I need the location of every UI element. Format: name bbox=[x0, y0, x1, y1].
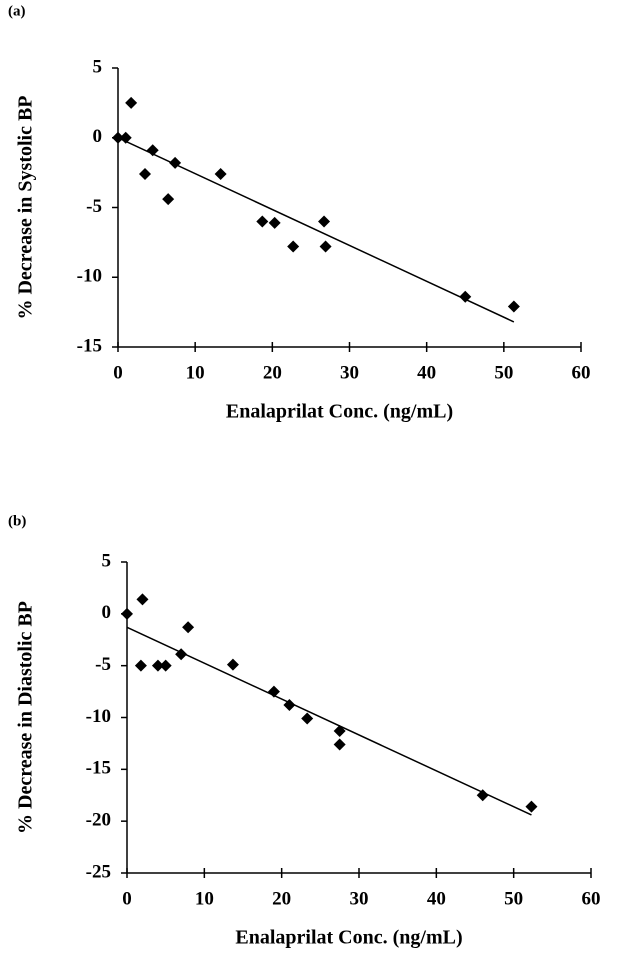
y-tick-label: -5 bbox=[95, 654, 111, 675]
x-tick-label: 50 bbox=[504, 888, 523, 909]
y-tick-label: 0 bbox=[102, 602, 112, 623]
marker bbox=[134, 659, 147, 672]
marker bbox=[151, 659, 164, 672]
x-axis-title: Enalaprilat Conc. (ng/mL) bbox=[226, 401, 453, 423]
marker bbox=[214, 168, 227, 181]
trend-line bbox=[117, 137, 515, 323]
y-tick-label: 0 bbox=[93, 126, 103, 147]
x-tick-label: 20 bbox=[272, 888, 291, 909]
y-tick-label: -5 bbox=[86, 196, 102, 217]
x-tick-label: 10 bbox=[195, 888, 214, 909]
y-tick-label: 5 bbox=[93, 56, 103, 77]
panel-label: (b) bbox=[8, 513, 26, 529]
panel-label: (a) bbox=[8, 3, 26, 19]
x-tick-label: 60 bbox=[582, 888, 601, 909]
x-axis-title: Enalaprilat Conc. (ng/mL) bbox=[235, 927, 462, 949]
marker bbox=[459, 290, 472, 303]
x-tick-label: 30 bbox=[350, 888, 369, 909]
marker bbox=[268, 216, 281, 229]
x-tick-label: 20 bbox=[263, 362, 282, 383]
y-tick-label: -15 bbox=[77, 335, 102, 356]
x-tick-label: 0 bbox=[113, 362, 123, 383]
x-tick-label: 50 bbox=[494, 362, 513, 383]
x-tick-label: 40 bbox=[427, 888, 446, 909]
marker bbox=[125, 96, 138, 109]
marker bbox=[139, 168, 152, 181]
marker bbox=[301, 712, 314, 725]
marker bbox=[136, 593, 149, 606]
marker bbox=[525, 800, 538, 813]
y-tick-label: -15 bbox=[86, 758, 111, 779]
x-tick-label: 40 bbox=[417, 362, 436, 383]
marker bbox=[287, 240, 300, 253]
y-tick-label: 5 bbox=[102, 550, 112, 571]
y-tick-label: -10 bbox=[77, 266, 102, 287]
y-tick-label: -20 bbox=[86, 810, 111, 831]
marker bbox=[159, 659, 172, 672]
marker bbox=[507, 300, 520, 313]
x-tick-label: 0 bbox=[122, 888, 132, 909]
x-tick-label: 10 bbox=[186, 362, 205, 383]
marker bbox=[226, 658, 239, 671]
x-tick-label: 30 bbox=[340, 362, 359, 383]
marker bbox=[319, 240, 332, 253]
marker bbox=[333, 738, 346, 751]
marker bbox=[318, 215, 331, 228]
y-axis-title: % Decrease in Diastolic BP bbox=[15, 601, 37, 834]
marker bbox=[162, 193, 175, 206]
x-tick-label: 60 bbox=[572, 362, 591, 383]
y-axis-title: % Decrease in Systolic BP bbox=[15, 95, 37, 319]
marker bbox=[182, 621, 195, 634]
marker bbox=[476, 789, 489, 802]
trend-line bbox=[126, 626, 532, 816]
y-tick-label: -25 bbox=[86, 861, 111, 882]
marker bbox=[256, 215, 269, 228]
y-tick-label: -10 bbox=[86, 706, 111, 727]
marker bbox=[121, 607, 133, 620]
